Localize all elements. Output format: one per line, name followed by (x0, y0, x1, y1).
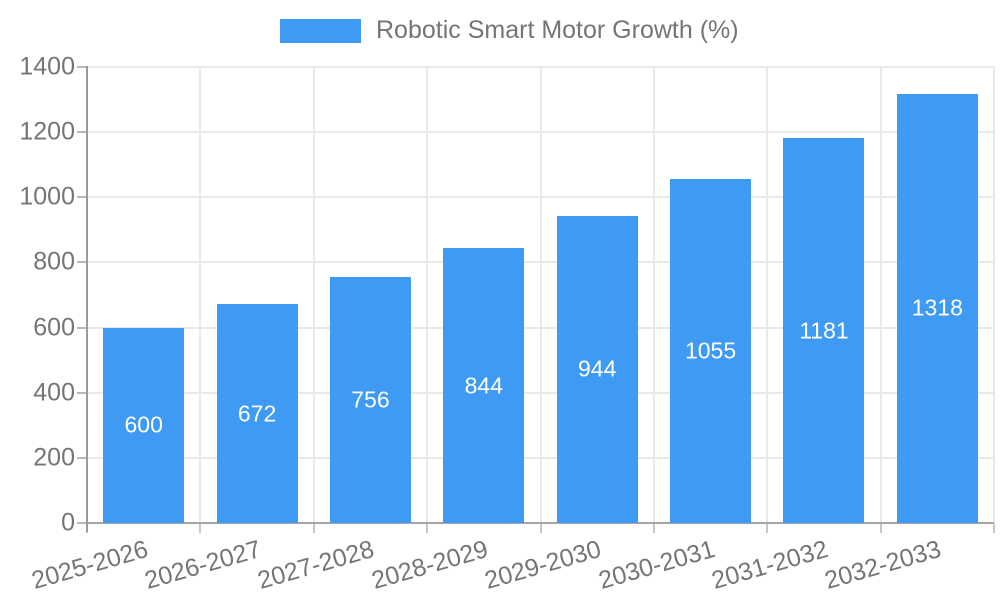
y-axis-line (86, 66, 88, 532)
y-axis-tick (77, 456, 87, 459)
bar[interactable] (103, 327, 185, 523)
x-axis-tick (539, 524, 542, 533)
bar[interactable] (443, 248, 525, 523)
y-axis-tick (77, 391, 87, 394)
bar-value-label: 600 (124, 411, 163, 438)
y-tick-label: 1000 (19, 182, 75, 211)
x-axis-tick (766, 524, 769, 533)
y-tick-label: 800 (33, 247, 75, 276)
bar-value-label: 944 (578, 355, 617, 382)
y-axis-tick (77, 196, 87, 199)
y-tick-label: 600 (33, 313, 75, 342)
x-axis-tick (426, 524, 429, 533)
bar[interactable] (670, 179, 752, 523)
bar-value-label: 1055 (684, 337, 737, 364)
bar-value-label: 756 (351, 386, 390, 413)
x-gridline (539, 67, 542, 523)
x-gridline (993, 67, 995, 523)
y-axis-tick (77, 326, 87, 329)
x-gridline (312, 67, 315, 523)
x-gridline (766, 67, 769, 523)
legend-swatch-icon (280, 18, 361, 43)
bar[interactable] (216, 304, 298, 523)
y-axis-tick (77, 131, 87, 134)
x-gridline (652, 67, 655, 523)
y-axis-tick (77, 261, 87, 264)
bar-value-label: 1181 (799, 317, 849, 344)
y-tick-label: 200 (33, 443, 75, 472)
x-axis-tick (879, 524, 882, 533)
legend[interactable]: Robotic Smart Motor Growth (%) (280, 16, 739, 45)
x-axis-line (87, 522, 994, 524)
bar-value-label: 672 (237, 400, 277, 427)
x-axis-tick (652, 524, 655, 533)
y-tick-label: 1200 (19, 117, 75, 146)
bar-value-label: 844 (464, 372, 503, 399)
y-tick-label: 0 (61, 508, 75, 537)
legend-label: Robotic Smart Motor Growth (%) (376, 16, 739, 44)
bar[interactable] (556, 215, 638, 523)
bar[interactable] (896, 93, 978, 523)
y-tick-label: 400 (33, 378, 75, 407)
y-axis-tick (77, 66, 87, 68)
x-axis-tick (199, 524, 202, 533)
bar-value-label: 1318 (911, 294, 963, 321)
y-axis-tick (77, 522, 87, 524)
y-tick-label: 1400 (19, 52, 75, 81)
x-gridline (879, 67, 882, 523)
x-axis-tick (312, 524, 315, 533)
x-gridline (199, 67, 202, 523)
bar[interactable] (329, 276, 411, 523)
bar[interactable] (783, 138, 865, 523)
x-gridline (426, 67, 429, 523)
x-axis-tick (993, 524, 995, 533)
